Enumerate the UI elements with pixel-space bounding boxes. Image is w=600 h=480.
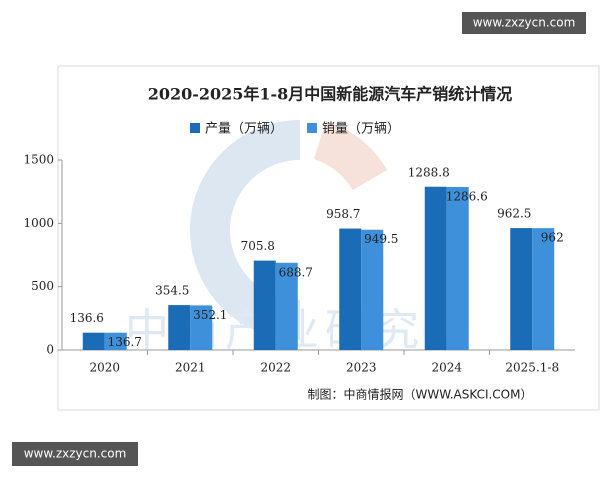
bar [253,260,276,350]
logo-watermark [313,120,388,191]
x-tick-label: 2020 [89,361,120,375]
y-tick-label: 1000 [23,216,54,230]
site-watermark: www.zxzycn.com [473,16,576,30]
source-note: 制图：中商情报网（WWW.ASKCI.COM） [308,387,533,402]
value-label: 136.7 [108,335,142,349]
value-label: 352.1 [193,308,227,322]
site-watermark: www.zxzycn.com [24,447,127,461]
x-tick-label: 2022 [260,361,291,375]
bar [446,187,469,350]
value-label: 949.5 [364,232,398,246]
value-label: 688.7 [279,265,313,279]
value-label: 1288.8 [408,165,450,179]
watermark-box [12,442,138,466]
watermark-box [462,12,586,34]
bar [190,305,213,350]
bar [104,332,127,350]
legend-swatch [307,123,317,133]
value-label: 962.5 [497,207,531,221]
x-tick-label: 2023 [346,361,377,375]
bar [82,332,105,350]
y-tick-label: 1500 [23,153,54,167]
y-tick-label: 0 [46,343,54,357]
bar [339,228,362,350]
value-label: 136.6 [70,311,104,325]
y-tick-label: 500 [31,279,54,293]
bar [532,228,555,350]
legend-label: 销量（万辆） [322,122,400,137]
x-tick-label: 2024 [431,361,462,375]
x-tick-label: 2025.1-8 [505,361,559,375]
bar [275,262,298,350]
x-tick-label: 2021 [175,361,206,375]
legend-label: 产量（万辆） [205,122,283,137]
value-label: 705.8 [241,239,275,253]
value-label: 1286.6 [446,190,488,204]
value-label: 354.5 [155,284,189,298]
bar [510,228,533,350]
bar [361,229,384,350]
bar [424,186,447,350]
value-label: 958.7 [326,207,360,221]
bar [168,305,191,350]
legend-swatch [190,123,200,133]
value-label: 962 [541,231,564,245]
chart-title: 2020-2025年1-8月中国新能源汽车产销统计情况 [148,85,513,104]
